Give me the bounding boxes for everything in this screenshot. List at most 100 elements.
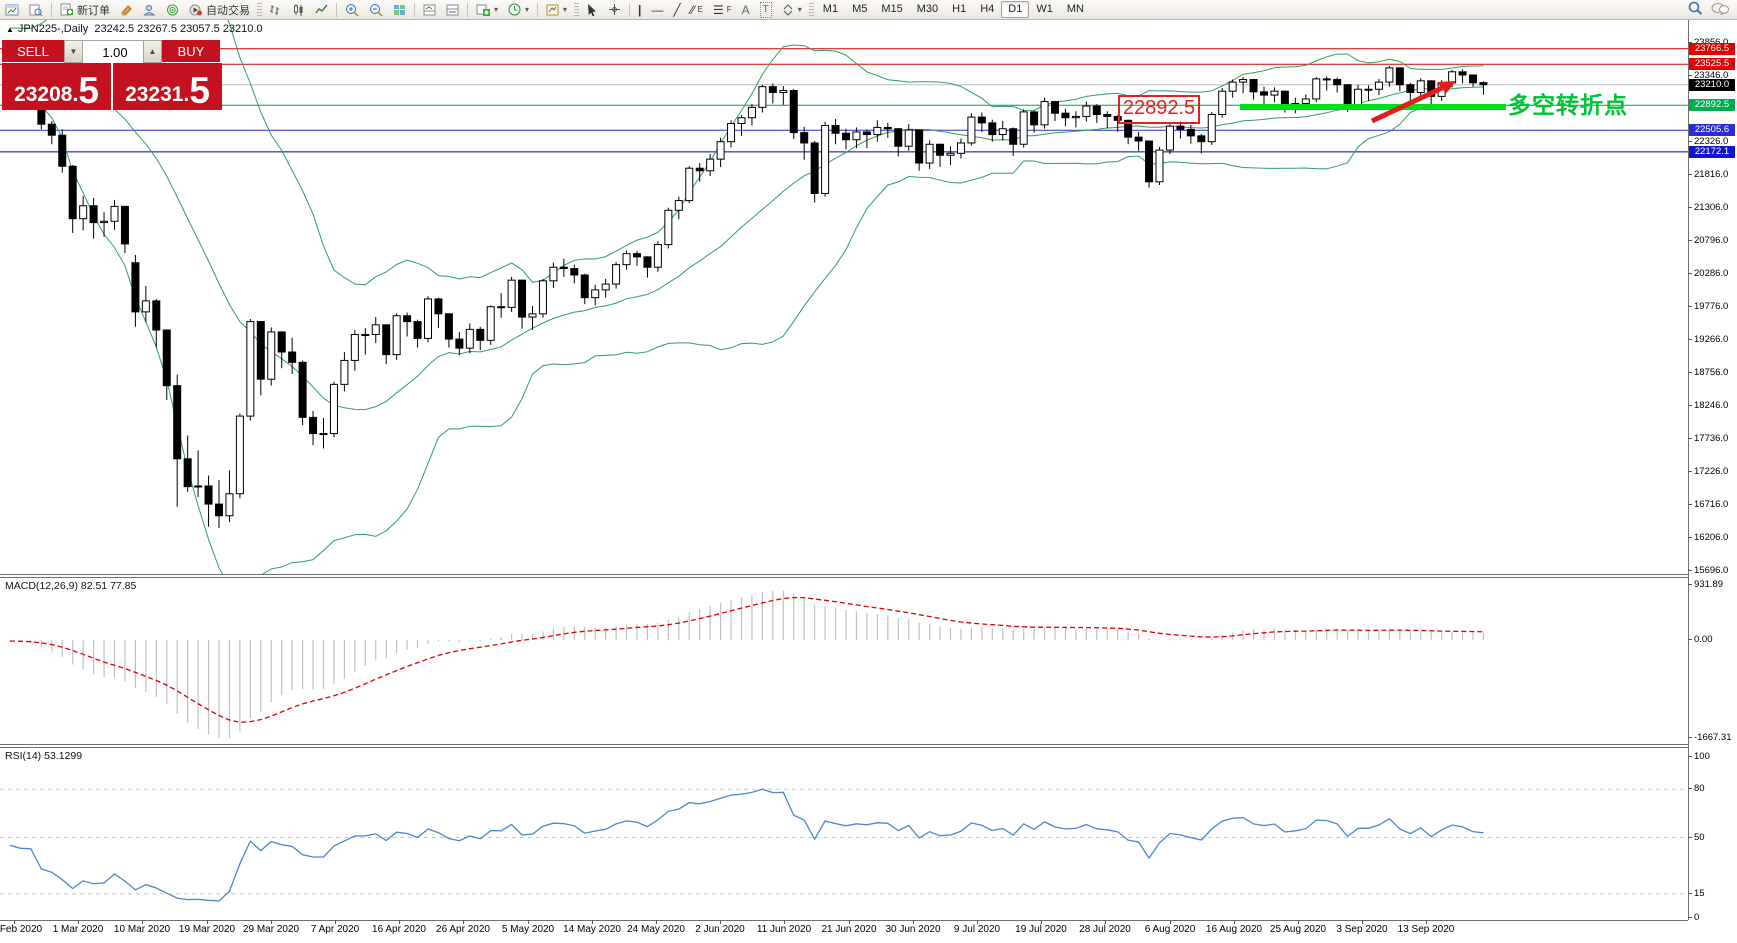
bull-candle xyxy=(1312,78,1321,100)
trendline-tool[interactable]: ╱ xyxy=(673,2,681,17)
bull-candle xyxy=(465,328,474,349)
main-pane xyxy=(0,20,1688,574)
volume-increase-button[interactable]: ▲ xyxy=(143,40,162,63)
sell-price[interactable]: 23208. 5 xyxy=(2,63,113,110)
signal-icon[interactable] xyxy=(161,1,184,19)
pane-separator[interactable] xyxy=(0,747,1688,748)
bear-candle xyxy=(476,328,485,341)
crosshair-tool-icon[interactable] xyxy=(603,1,626,19)
text-tool[interactable]: A xyxy=(741,2,750,17)
expert-advisor-icon[interactable] xyxy=(138,1,161,19)
tile-windows-icon[interactable] xyxy=(388,1,411,19)
date-label: 26 Apr 2020 xyxy=(436,924,490,935)
chart-window-icon[interactable] xyxy=(0,1,24,19)
macd-axis-label: 0.00 xyxy=(1688,635,1736,645)
pane-separator[interactable] xyxy=(0,744,1688,745)
timeframe-h1[interactable]: H1 xyxy=(952,3,967,15)
date-tick xyxy=(977,920,978,924)
indicator-window-icon[interactable] xyxy=(418,1,441,19)
bull-candle xyxy=(486,306,495,341)
date-tick xyxy=(913,920,914,924)
buy-price[interactable]: 23231. 5 xyxy=(113,63,222,110)
timeframe-mn[interactable]: MN xyxy=(1066,3,1084,15)
bear-candle xyxy=(215,503,223,517)
bull-candle xyxy=(424,298,432,339)
bear-candle xyxy=(936,143,945,156)
bull-candle xyxy=(653,244,662,268)
date-tick xyxy=(78,920,79,924)
arrows-tool[interactable]: ▾ xyxy=(777,1,807,19)
zoom-out-icon[interactable] xyxy=(364,1,388,19)
candlestick-chart-type-icon[interactable] xyxy=(287,1,310,19)
bar-chart-type-icon[interactable] xyxy=(264,1,287,19)
bull-candle xyxy=(998,128,1007,136)
bear-candle xyxy=(1249,79,1258,93)
pane-separator[interactable] xyxy=(0,577,1688,578)
objects-window-icon[interactable] xyxy=(441,1,464,19)
vertical-line-tool[interactable]: | xyxy=(638,2,642,17)
bear-candle xyxy=(862,131,871,136)
autotrading-button[interactable]: 自动交易 xyxy=(184,1,255,19)
bear-candle xyxy=(403,315,412,323)
bull-candle xyxy=(664,209,673,246)
bear-candle xyxy=(768,86,777,93)
rsi-axis-label: 50 xyxy=(1688,833,1736,843)
templates-icon[interactable]: ▾ xyxy=(541,1,572,19)
rsi-axis-label: 0 xyxy=(1688,913,1736,923)
period-clock-icon[interactable]: ▾ xyxy=(503,1,534,19)
timeframe-m1[interactable]: M1 xyxy=(822,3,839,15)
search-icon[interactable] xyxy=(1688,1,1703,18)
bull-candle xyxy=(747,106,756,119)
cursor-tool-icon[interactable] xyxy=(581,1,603,19)
timeframe-h4[interactable]: H4 xyxy=(980,3,995,15)
date-label: 16 Aug 2020 xyxy=(1205,924,1263,935)
pane-separator[interactable] xyxy=(0,574,1688,575)
bull-candle xyxy=(758,86,767,108)
fibonacci-tool[interactable]: ☰ F xyxy=(713,2,732,17)
macd-axis-label: 931.89 xyxy=(1688,580,1736,590)
bull-candle xyxy=(737,117,746,125)
zoom-in-icon[interactable] xyxy=(340,1,364,19)
timeframe-m5[interactable]: M5 xyxy=(852,3,868,15)
date-tick xyxy=(1041,920,1042,924)
volume-decrease-button[interactable]: ▼ xyxy=(64,40,83,63)
sell-button[interactable]: SELL xyxy=(2,40,64,63)
bull-candle xyxy=(392,315,401,356)
timeframe-m15[interactable]: M15 xyxy=(881,3,903,15)
date-label: 19 Mar 2020 xyxy=(178,924,236,935)
bull-candle xyxy=(873,126,882,136)
timeframe-m30[interactable]: M30 xyxy=(916,3,939,15)
profile-icon[interactable] xyxy=(24,1,48,19)
bear-candle xyxy=(1186,128,1195,137)
add-indicator-button[interactable]: ▾ xyxy=(471,1,503,19)
timeframe-w1[interactable]: W1 xyxy=(1036,3,1053,15)
bull-candle xyxy=(79,205,88,220)
bear-candle xyxy=(1479,82,1488,86)
volume-input[interactable] xyxy=(83,41,147,64)
bear-candle xyxy=(789,90,798,134)
bull-candle xyxy=(1270,90,1279,96)
bear-candle xyxy=(1113,115,1122,121)
price-tick-label: 17736.0 xyxy=(1688,434,1736,444)
bear-candle xyxy=(89,205,98,224)
chart-symbol-period: JPN225-,Daily xyxy=(17,23,89,35)
buy-button[interactable]: BUY xyxy=(162,40,220,63)
date-label: 25 Aug 2020 xyxy=(1269,924,1327,935)
chat-icon[interactable] xyxy=(1711,2,1729,18)
highlighter-icon[interactable] xyxy=(115,1,138,19)
bull-candle xyxy=(371,324,380,336)
new-order-button[interactable]: 新订单 xyxy=(55,1,115,19)
text-label-tool[interactable]: T xyxy=(755,1,777,19)
horizontal-line-tool[interactable]: — xyxy=(651,2,664,17)
bull-candle xyxy=(1019,111,1028,145)
date-label: 9 Jul 2020 xyxy=(953,924,1001,935)
bull-candle xyxy=(1385,67,1394,83)
line-chart-type-icon[interactable] xyxy=(310,1,333,19)
bull-candle xyxy=(1228,81,1237,92)
price-tick-label: 17226.0 xyxy=(1688,467,1736,477)
bull-candle xyxy=(821,124,830,194)
channel-tool[interactable]: ⁄⁄ E xyxy=(690,2,703,17)
bull-candle xyxy=(706,158,715,172)
timeframe-d1[interactable]: D1 xyxy=(1001,1,1030,18)
